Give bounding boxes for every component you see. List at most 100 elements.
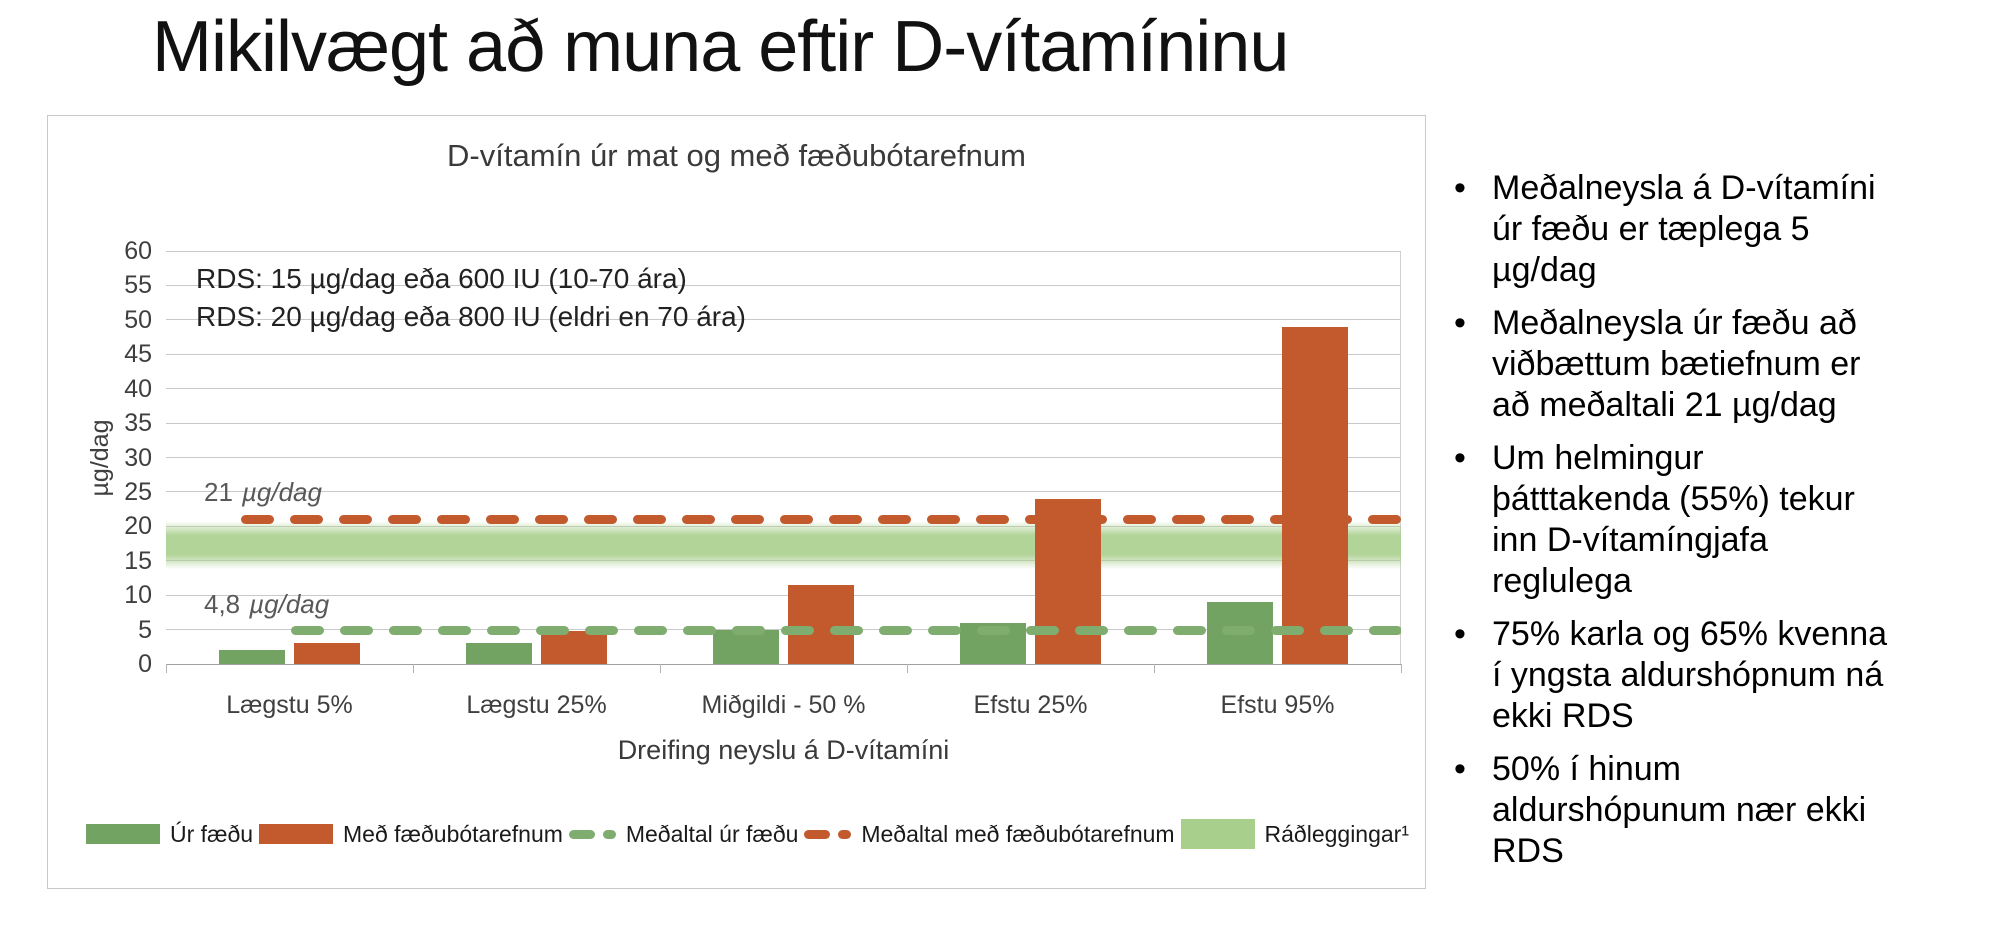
x-axis-tick	[413, 664, 414, 673]
dash-segment	[1075, 626, 1108, 636]
dash-segment	[731, 514, 764, 524]
legend-key-solid	[86, 824, 160, 844]
bar-food	[713, 629, 779, 664]
y-tick-label: 20	[124, 512, 152, 541]
dash-segment	[438, 626, 471, 636]
bullet-item: Meðalneysla úr fæðu að viðbættum bætiefn…	[1448, 303, 1996, 426]
x-tick-label: Lægstu 5%	[226, 691, 353, 719]
dash-segment	[1172, 514, 1205, 524]
y-tick-label: 60	[124, 237, 152, 265]
dash-segment	[1026, 626, 1059, 636]
dash-segment	[1221, 514, 1254, 524]
plot-area: RDS: 15 µg/dag eða 600 IU (10-70 ára) RD…	[86, 237, 1402, 765]
x-tick-label: Lægstu 25%	[466, 691, 607, 719]
dash-segment	[536, 626, 569, 636]
x-axis-title: Dreifing neyslu á D-vítamíni	[617, 735, 950, 765]
gridline	[166, 663, 1401, 665]
gridline	[166, 457, 1401, 458]
gridline	[166, 250, 1401, 252]
gridline	[166, 284, 1401, 286]
bar-supplement	[788, 584, 854, 664]
x-tick-label: Efstu 25%	[973, 691, 1088, 719]
legend-key-dash	[568, 829, 616, 839]
chart-card: D-vítamín úr mat og með fæðubótarefnum R…	[47, 115, 1426, 889]
dash-segment	[781, 626, 814, 636]
dash-segment	[535, 514, 568, 524]
y-tick-label: 5	[138, 615, 152, 644]
chart-legend: Úr fæðu Með fæðubótarefnum Meðaltal úr fæð…	[86, 816, 1409, 852]
dash-segment	[568, 829, 595, 839]
chart-title: D-vítamín úr mat og með fæðubótarefnum	[447, 138, 1026, 173]
gridline	[166, 594, 1401, 596]
dash-segment	[780, 514, 813, 524]
rds-note-2: RDS: 20 µg/dag eða 800 IU (eldri en 70 á…	[196, 301, 747, 332]
dash-segment	[927, 514, 960, 524]
y-tick-label: 40	[124, 374, 152, 403]
legend-label: Úr fæðu	[170, 820, 254, 847]
y-tick-label: 0	[138, 650, 152, 678]
dash-segment	[487, 626, 520, 636]
legend-item: Með fæðubótarefnum	[259, 821, 563, 848]
mean-food-unit: µg/dag	[249, 589, 330, 619]
legend-key-solid	[259, 824, 334, 844]
gridline	[166, 491, 1401, 493]
y-tick-label: 30	[124, 443, 152, 472]
bar-supplement	[1282, 326, 1348, 664]
dash-segment	[1222, 626, 1255, 636]
dash-segment	[602, 829, 616, 839]
dash-segment	[241, 514, 274, 524]
legend-label: Ráðleggingar¹	[1264, 820, 1409, 847]
gridline	[166, 353, 1401, 355]
dash-segment	[633, 514, 666, 524]
dash-segment	[1271, 626, 1304, 636]
bar-supplement	[1035, 498, 1101, 664]
page-title: Mikilvægt að muna eftir D-vítamíninu	[152, 7, 1289, 87]
dash-segment	[634, 626, 667, 636]
y-tick-label: 50	[124, 305, 152, 334]
legend-label: Meðaltal úr fæðu	[625, 820, 799, 847]
y-tick-label: 10	[124, 581, 152, 610]
dash-segment	[339, 514, 372, 524]
bullet-item: Um helmingur þátttakenda (55%) tekur inn…	[1448, 438, 1996, 602]
x-tick-label: Miðgildi - 50 %	[701, 691, 866, 719]
dash-segment	[976, 514, 1009, 524]
gridline	[166, 319, 1401, 321]
dash-segment	[878, 514, 911, 524]
mean-food-value: 4,8	[204, 589, 241, 619]
legend-item: Meðaltal úr fæðu	[568, 820, 799, 848]
rds-note-1: RDS: 15 µg/dag eða 600 IU (10-70 ára)	[196, 263, 687, 294]
x-axis-tick	[660, 664, 661, 673]
dash-segment	[585, 626, 618, 636]
dash-segment	[1025, 514, 1058, 524]
mean-supplements-annotation: 21 µg/dag	[204, 477, 322, 508]
dash-segment	[1074, 514, 1107, 524]
mean-supplements-unit: µg/dag	[241, 477, 322, 507]
y-tick-label: 35	[124, 409, 152, 438]
dash-segment	[1368, 514, 1401, 524]
y-tick-label: 15	[124, 546, 152, 575]
x-axis-tick	[1401, 664, 1402, 673]
bullet-item: Meðalneysla á D-vítamíni úr fæðu er tæpl…	[1448, 168, 1996, 291]
dash-segment	[879, 626, 912, 636]
dash-segment	[291, 626, 324, 636]
dash-segment	[977, 626, 1010, 636]
dash-segment	[1320, 626, 1353, 636]
legend-key-dash	[804, 829, 852, 839]
legend-item: Úr fæðu	[86, 821, 253, 848]
mean-line-supplement	[241, 514, 1401, 524]
legend-item: Meðaltal með fæðubótarefnum	[804, 820, 1175, 848]
dash-segment	[928, 626, 961, 636]
legend-label: Meðaltal með fæðubótarefnum	[861, 820, 1175, 847]
dash-segment	[1319, 514, 1352, 524]
dash-segment	[290, 514, 323, 524]
legend-key-band	[1180, 819, 1255, 849]
y-tick-label: 45	[124, 340, 152, 369]
dash-segment	[1124, 626, 1157, 636]
dash-segment	[389, 626, 422, 636]
legend-item: Ráðleggingar¹	[1180, 819, 1409, 849]
dash-segment	[1123, 514, 1156, 524]
dash-segment	[437, 514, 470, 524]
recommendation-band	[166, 520, 1401, 569]
dash-segment	[388, 514, 421, 524]
